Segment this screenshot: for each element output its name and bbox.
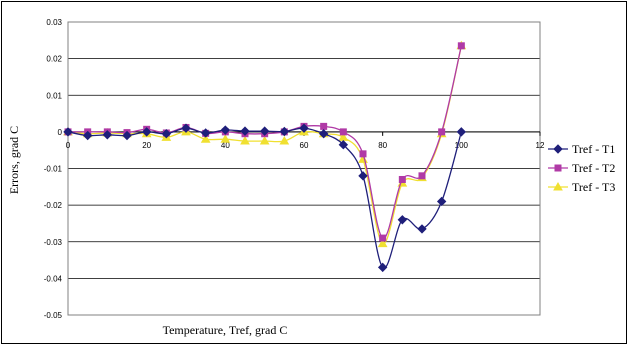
x-tick-label: 80 [378,141,387,150]
series-group [63,40,467,273]
plot-area [67,21,541,316]
data-point [377,238,388,248]
data-point [456,127,467,137]
x-tick-label: 12 [536,141,545,150]
data-point [457,42,465,50]
y-tick-label: -0.02 [44,201,63,210]
y-tick-label: 0 [58,128,63,137]
legend-marker [554,164,562,172]
data-point [417,224,427,234]
y-tick-label: -0.03 [44,238,63,247]
legend-label: Tref - T1 [572,142,615,156]
data-point [240,126,250,136]
data-point [338,139,349,150]
series-line [67,45,462,239]
data-point [220,134,231,143]
legend-marker [553,144,563,154]
x-tick-label: 0 [66,141,71,150]
x-axis-title: Temperature, Tref, grad C [163,323,288,337]
y-tick-label: 0.02 [46,55,62,64]
legend-item: Tref - T2 [548,161,615,175]
data-point [438,128,446,136]
x-tick-label: 20 [142,141,151,150]
y-tick-label: 0.01 [46,91,62,100]
data-point [279,126,290,137]
series-line [67,127,462,269]
data-point [379,234,387,242]
y-tick-labels: 0.03 0.02 0.01 0 -0.01 -0.02 -0.03 -0.04 -0.05 [44,18,63,320]
legend-label: Tref - T3 [572,180,615,194]
data-point [299,123,309,133]
data-point [397,215,408,225]
data-point [220,125,231,135]
data-point [181,123,191,133]
data-point [259,136,270,145]
data-point [200,134,211,143]
y-tick-label: -0.01 [44,165,63,174]
data-point [259,126,270,136]
data-point [436,196,447,207]
data-point [141,127,152,137]
legend: Tref - T1 Tref - T2 Tref - T3 [548,142,615,194]
data-point [339,128,347,136]
data-point [377,262,388,273]
y-tick-label: 0.03 [46,18,62,27]
data-point [358,171,368,181]
y-tick-label: -0.04 [44,274,63,283]
data-point [63,127,73,137]
data-point [320,122,328,130]
legend-label: Tref - T2 [572,161,615,175]
data-point [318,128,329,139]
data-point [240,136,250,145]
data-point [122,130,132,141]
data-point [82,130,93,141]
series-line [67,45,462,245]
data-point [359,150,367,158]
data-point [161,128,172,139]
series-3 [63,40,467,248]
x-tick-label: 60 [300,141,309,150]
y-axis-title: Errors, grad C [7,126,21,194]
data-point [200,128,211,138]
gridlines [68,21,540,316]
legend-marker [553,181,563,191]
data-point [398,175,406,183]
data-point [279,136,290,145]
legend-item: Tref - T3 [548,180,615,194]
data-point [418,172,426,180]
series-1 [63,123,467,273]
y-tick-label: -0.05 [44,311,63,320]
x-tick-label: 40 [221,141,230,150]
data-point [102,130,113,140]
x-tick-label: 100 [455,141,469,150]
legend-item: Tref - T1 [548,142,615,156]
